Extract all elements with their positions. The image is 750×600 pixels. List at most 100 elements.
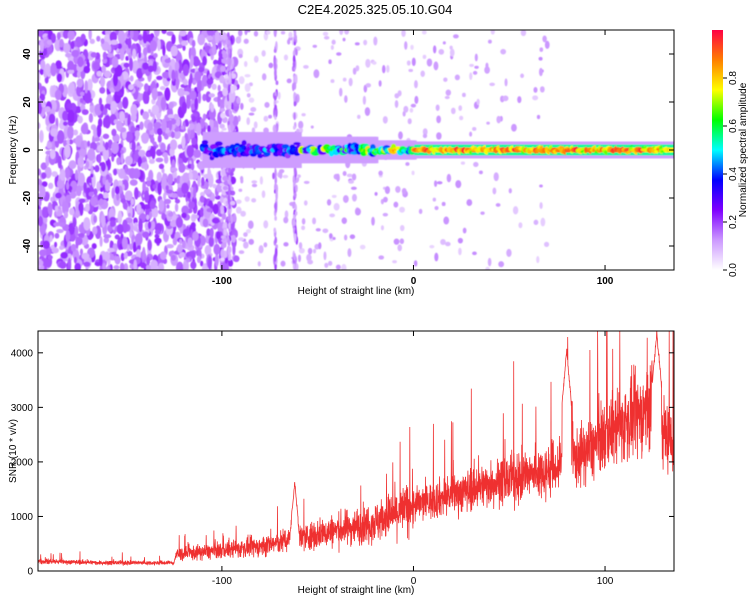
spectrogram-cell [165, 189, 173, 194]
spectrogram-cell [342, 195, 349, 203]
spectrogram-cell [478, 144, 483, 148]
spectrogram-cell [363, 39, 368, 46]
spectrogram-y-label: Frequency (Hz) [8, 116, 19, 185]
spectrogram-cell [45, 154, 50, 167]
spectrogram-cell [201, 176, 205, 187]
spectrogram-cell [102, 51, 107, 60]
spectrogram-cell [462, 92, 466, 98]
spectrogram-cell [77, 70, 81, 79]
spectrogram-cell [401, 187, 407, 195]
spectrogram-cell [129, 30, 134, 39]
spectrogram-cell [446, 144, 451, 148]
spectrogram-cell [110, 100, 117, 114]
spectrogram-cell [188, 201, 195, 210]
spectrogram-cell [489, 82, 495, 87]
spectrogram-cell [197, 175, 201, 187]
spectrogram-cell [69, 207, 75, 216]
spectrogram-cell [207, 255, 212, 270]
spectrogram-cell [467, 152, 472, 156]
spectrogram-cell [394, 100, 399, 108]
spectrogram-cell [156, 75, 163, 81]
spectrogram-cell [148, 211, 153, 220]
spectrogram-cell [282, 174, 289, 179]
spectrogram-cell [78, 148, 87, 156]
spectrogram-cell [235, 199, 242, 204]
spectrogram-cell [572, 144, 577, 148]
snr-x-label: Height of straight line (km) [298, 585, 415, 596]
spectrogram-cell [301, 113, 306, 117]
spectrogram-cell [549, 152, 554, 156]
spectrogram-cell [142, 231, 150, 239]
spectrogram-cell [39, 249, 47, 257]
spectrogram-cell [153, 121, 162, 129]
spectrogram-cell [133, 222, 139, 228]
spectrogram-cell [487, 152, 492, 156]
spectrogram-cell [469, 72, 473, 81]
spectrogram-cell [38, 260, 44, 267]
spectrogram-cell [503, 152, 508, 156]
spectrogram-cell [436, 132, 442, 140]
spectrogram-cell [60, 251, 69, 259]
spectrogram-cell [197, 67, 205, 73]
spectrogram-cell [570, 152, 575, 156]
spectrogram-cell [533, 219, 539, 225]
spectrogram-cell [227, 63, 231, 72]
spectrogram-cell [496, 152, 501, 156]
spectrogram-cell [637, 152, 642, 156]
spectrogram-cell [213, 243, 221, 256]
spectrogram-cell [146, 180, 152, 187]
spectrogram-cell [441, 201, 446, 207]
spectrogram-x-label: Height of straight line (km) [298, 286, 415, 297]
spectrogram-cell [472, 251, 477, 256]
spectrogram-cell [508, 188, 512, 194]
spectrogram-cell [430, 152, 435, 156]
spectrogram-cell [283, 216, 289, 224]
spectrogram-cell [190, 261, 197, 270]
spectrogram-cell [170, 167, 178, 172]
spectrogram-cell [212, 203, 219, 215]
spectrogram-cell [46, 142, 53, 149]
spectrogram-cell [191, 137, 197, 146]
spectrogram-cell [210, 103, 215, 113]
spectrogram-cell [182, 79, 188, 86]
spectrogram-cell [444, 95, 450, 100]
spectrogram-cell [301, 218, 306, 225]
spectrogram-cell [92, 226, 98, 235]
spectrogram-cell [109, 220, 116, 228]
spectrogram-cell [512, 206, 519, 215]
spectrogram-cell [502, 95, 509, 102]
spectrogram-cell [167, 173, 174, 186]
spectrogram-cell [145, 264, 151, 270]
spectrogram-cell [480, 152, 485, 156]
spectrogram-cell [119, 262, 125, 270]
spectrogram-cell [123, 251, 128, 260]
spectrogram-cell [59, 38, 64, 48]
spectrogram-cell [240, 210, 246, 217]
spectrogram-cell [157, 182, 162, 196]
spectrogram-cell [554, 144, 559, 148]
spectrogram-cell [423, 152, 428, 156]
spectrogram-cell [48, 182, 54, 189]
spectrogram-cell [201, 143, 209, 148]
spectrogram-cell [154, 229, 162, 235]
spectrogram-cell [335, 264, 341, 270]
spectrogram-cell [644, 152, 649, 156]
spectrogram-cell [54, 232, 60, 239]
spectrogram-cell [333, 203, 340, 211]
spectrogram-cell [63, 42, 71, 54]
spectrogram-cell [158, 262, 165, 270]
spectrogram-cell [179, 30, 187, 37]
spectrogram-cell [485, 266, 490, 270]
spectrogram-cell [600, 144, 605, 148]
spectrogram-cell [384, 186, 391, 195]
spectrogram-cell [274, 202, 277, 210]
spectrogram-cell [107, 53, 114, 58]
spectrogram-cell [280, 31, 286, 35]
spectrogram-cell [84, 80, 88, 94]
spectrogram-cell [59, 261, 67, 269]
spectrogram-cell [265, 30, 271, 35]
spectrogram-cell [83, 217, 91, 231]
colorbar-tick-label: 0.8 [728, 71, 739, 85]
spectrogram-cell [192, 231, 199, 242]
spectrogram-cell [336, 52, 342, 56]
